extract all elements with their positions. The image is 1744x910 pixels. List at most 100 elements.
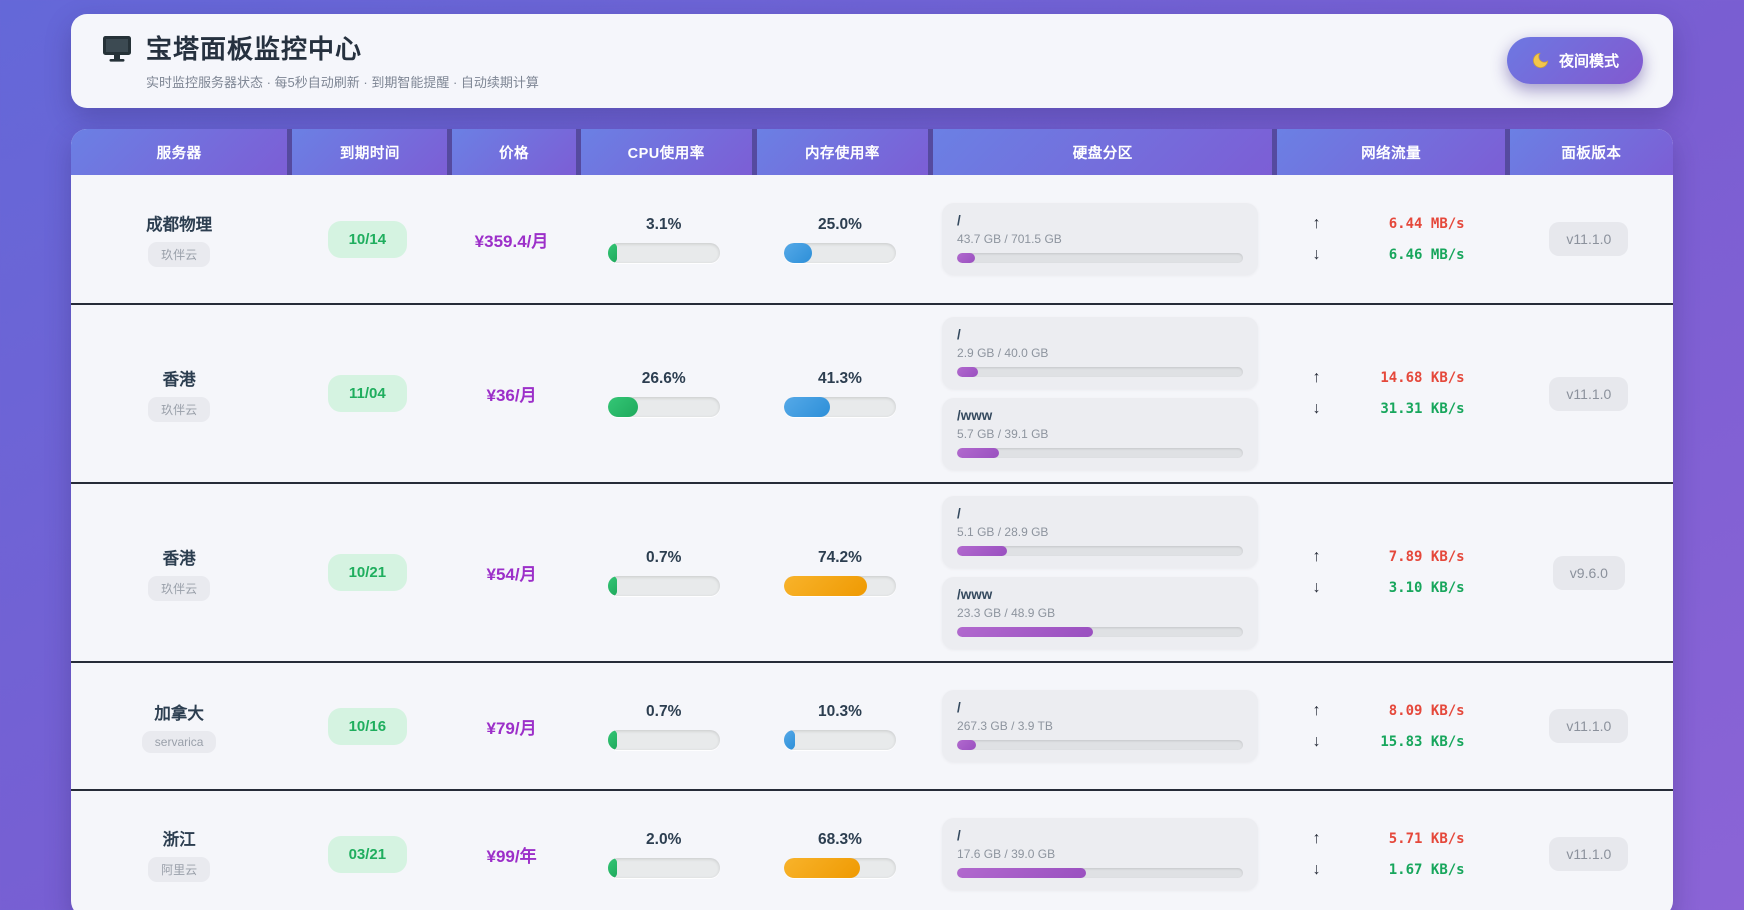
expiry-cell: 10/14 — [287, 220, 447, 258]
disk-cell: / 2.9 GB / 40.0 GB /www 5.7 GB / 39.1 GB — [928, 317, 1272, 470]
server-name: 加拿大 — [154, 704, 204, 723]
disk-mount: / — [957, 506, 961, 521]
disk-cell: / 5.1 GB / 28.9 GB /www 23.3 GB / 48.9 G… — [928, 496, 1272, 649]
disk-mount: /www — [957, 587, 993, 602]
server-cell: 加拿大 servarica — [71, 700, 287, 753]
expiry-badge: 11/04 — [328, 375, 407, 412]
download-speed: 31.31 KB/s — [1380, 401, 1465, 417]
version-cell: v11.1.0 — [1505, 837, 1673, 871]
disk-bar-fill — [957, 868, 1087, 878]
moon-icon — [1533, 52, 1549, 68]
disk-usage: 2.9 GB / 40.0 GB — [957, 346, 1049, 360]
down-arrow-icon: ↓ — [1312, 732, 1321, 750]
network-cell: ↑ 5.71 KB/s ↓ 1.67 KB/s — [1272, 830, 1504, 879]
download-speed: 6.46 MB/s — [1388, 246, 1465, 263]
expiry-cell: 03/21 — [287, 835, 447, 873]
cpu-bar-fill — [607, 242, 617, 263]
memory-usage-label: 68.3% — [817, 830, 862, 848]
disk-bar — [957, 448, 1244, 458]
price-text: ¥359.4/月 — [474, 231, 549, 251]
header-card: 宝塔面板监控中心 实时监控服务器状态 · 每5秒自动刷新 · 到期智能提醒 · … — [71, 14, 1673, 108]
expiry-badge: 10/14 — [327, 220, 408, 258]
cpu-usage-label: 0.7% — [646, 549, 682, 566]
memory-cell: 25.0% — [752, 216, 928, 263]
server-cell: 浙江 阿里云 — [71, 826, 287, 882]
server-cell: 成都物理 玖伴云 — [71, 211, 287, 267]
memory-bar — [783, 242, 896, 263]
disk-bar — [957, 367, 1244, 377]
cpu-usage-label: 3.1% — [646, 215, 682, 233]
upload-line: ↑ 14.68 KB/s — [1313, 369, 1465, 387]
memory-usage-label: 10.3% — [817, 702, 862, 720]
header-cell-memory: 内存使用率 — [751, 129, 929, 175]
download-speed: 15.83 KB/s — [1380, 733, 1465, 750]
cpu-cell: 0.7% — [576, 703, 752, 750]
upload-line: ↑ 5.71 KB/s — [1313, 830, 1465, 848]
header-cell-expiry: 到期时间 — [287, 129, 448, 175]
download-line: ↓ 15.83 KB/s — [1313, 733, 1465, 751]
down-arrow-icon: ↓ — [1312, 579, 1321, 596]
disk-bar-fill — [957, 448, 999, 458]
memory-bar — [783, 729, 896, 750]
network-cell: ↑ 7.89 KB/s ↓ 3.10 KB/s — [1272, 548, 1504, 597]
version-badge: v11.1.0 — [1549, 837, 1629, 871]
cpu-bar — [607, 397, 720, 417]
upload-line: ↑ 8.09 KB/s — [1313, 702, 1465, 720]
price-cell: ¥54/月 — [447, 560, 575, 585]
app-background: 宝塔面板监控中心 实时监控服务器状态 · 每5秒自动刷新 · 到期智能提醒 · … — [71, 14, 1673, 910]
disk-mount: /www — [957, 408, 993, 423]
disk-usage: 43.7 GB / 701.5 GB — [957, 232, 1062, 246]
memory-bar-fill — [783, 576, 868, 596]
up-arrow-icon: ↑ — [1312, 214, 1321, 232]
header-cell-network: 网络流量 — [1272, 129, 1505, 175]
price-cell: ¥99/年 — [447, 842, 575, 867]
server-name: 浙江 — [162, 831, 196, 849]
server-name: 香港 — [162, 370, 196, 389]
version-cell: v11.1.0 — [1505, 222, 1673, 256]
cpu-cell: 26.6% — [576, 370, 752, 417]
price-cell: ¥359.4/月 — [447, 227, 575, 252]
memory-cell: 41.3% — [752, 370, 928, 417]
provider-badge: servarica — [141, 730, 217, 753]
header-cell-version: 面板版本 — [1504, 129, 1673, 175]
header-cell-price: 价格 — [447, 129, 576, 175]
memory-cell: 74.2% — [752, 549, 928, 596]
disk-bar — [957, 740, 1244, 750]
disk-bar-fill — [957, 367, 978, 377]
disk-panel: /www 5.7 GB / 39.1 GB — [942, 398, 1259, 470]
provider-badge: 玖伴云 — [148, 242, 211, 267]
night-mode-button[interactable]: 夜间模式 — [1506, 36, 1643, 84]
upload-speed: 6.44 MB/s — [1388, 215, 1465, 232]
server-name: 香港 — [162, 549, 196, 568]
cpu-bar-fill — [607, 729, 617, 750]
disk-panel: / 267.3 GB / 3.9 TB — [942, 690, 1259, 762]
cpu-cell: 2.0% — [576, 831, 752, 878]
disk-bar-fill — [957, 627, 1094, 637]
down-arrow-icon: ↓ — [1312, 400, 1321, 417]
upload-speed: 8.09 KB/s — [1388, 702, 1465, 719]
download-line: ↓ 1.67 KB/s — [1313, 861, 1465, 879]
disk-panel: / 43.7 GB / 701.5 GB — [942, 203, 1259, 275]
expiry-cell: 10/21 — [287, 554, 447, 591]
version-badge: v11.1.0 — [1549, 222, 1629, 256]
page-subtitle: 实时监控服务器状态 · 每5秒自动刷新 · 到期智能提醒 · 自动续期计算 — [146, 75, 539, 90]
memory-usage-label: 25.0% — [817, 215, 862, 233]
disk-mount: / — [957, 700, 961, 715]
server-name: 成都物理 — [146, 216, 213, 234]
disk-cell: / 43.7 GB / 701.5 GB — [928, 203, 1272, 275]
memory-bar-fill — [783, 242, 812, 263]
table-row: 香港 玖伴云 10/21 ¥54/月 0.7% 74.2% / 5.1 GB /… — [71, 482, 1673, 661]
provider-badge: 玖伴云 — [148, 575, 211, 601]
cpu-usage-label: 2.0% — [646, 830, 682, 848]
disk-bar — [957, 546, 1244, 556]
table-row: 加拿大 servarica 10/16 ¥79/月 0.7% 10.3% / 2… — [71, 661, 1673, 789]
server-cell: 香港 玖伴云 — [71, 366, 287, 422]
memory-bar — [783, 576, 896, 596]
night-mode-label: 夜间模式 — [1558, 52, 1619, 70]
expiry-badge: 10/21 — [327, 554, 408, 591]
disk-bar — [957, 868, 1244, 878]
price-cell: ¥79/月 — [447, 714, 575, 739]
table-row: 香港 玖伴云 11/04 ¥36/月 26.6% 41.3% / 2.9 GB … — [71, 303, 1673, 482]
monitor-icon — [103, 35, 131, 62]
cpu-bar-fill — [607, 397, 638, 417]
